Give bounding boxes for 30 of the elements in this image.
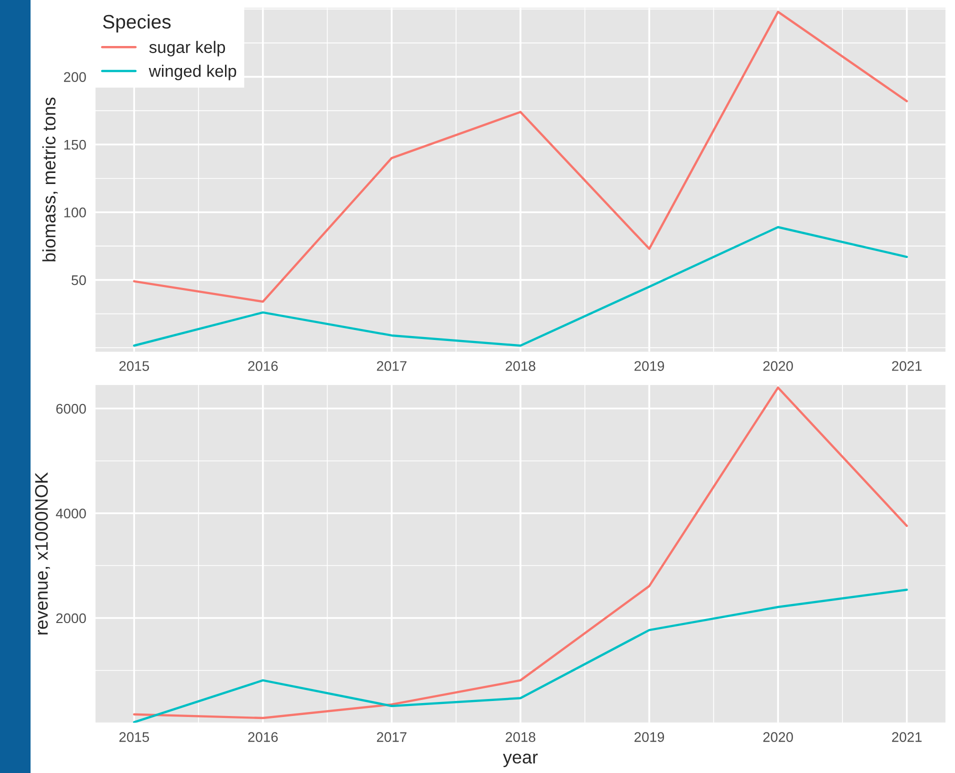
y-tick-label: 4000 <box>56 508 86 518</box>
x-tick-label: 2016 <box>248 732 278 742</box>
x-tick-label: 2020 <box>763 732 793 742</box>
x-tick-label: 2018 <box>506 732 536 742</box>
y-tick-label: 100 <box>64 208 86 218</box>
y-axis-title: revenue, x1000NOK <box>35 472 50 634</box>
y-tick-label: 2000 <box>56 613 86 624</box>
legend-title: Species <box>103 14 171 33</box>
x-tick-label: 2019 <box>634 361 664 371</box>
line-series <box>133 588 908 723</box>
line-series <box>133 386 908 720</box>
line-series <box>133 226 908 347</box>
x-axis-title: year <box>502 754 538 768</box>
y-axis-title: biomass, metric tons <box>42 98 58 262</box>
x-tick-label: 2016 <box>248 361 278 371</box>
x-tick-label: 2021 <box>892 361 922 371</box>
y-tick-label: 200 <box>64 72 86 82</box>
x-tick-label: 2020 <box>763 361 793 371</box>
x-tick-label: 2015 <box>119 732 149 742</box>
x-tick-label: 2017 <box>376 732 406 742</box>
x-tick-label: 2017 <box>376 361 406 371</box>
legend-label: sugar kelp <box>149 40 226 56</box>
x-tick-label: 2018 <box>506 361 536 371</box>
legend-label: winged kelp <box>148 64 236 80</box>
x-tick-label: 2021 <box>892 732 922 742</box>
y-tick-label: 50 <box>72 275 86 286</box>
x-tick-label: 2019 <box>634 732 664 742</box>
x-tick-label: 2015 <box>119 361 149 371</box>
y-tick-label: 6000 <box>56 404 86 414</box>
y-tick-label: 150 <box>64 140 86 150</box>
